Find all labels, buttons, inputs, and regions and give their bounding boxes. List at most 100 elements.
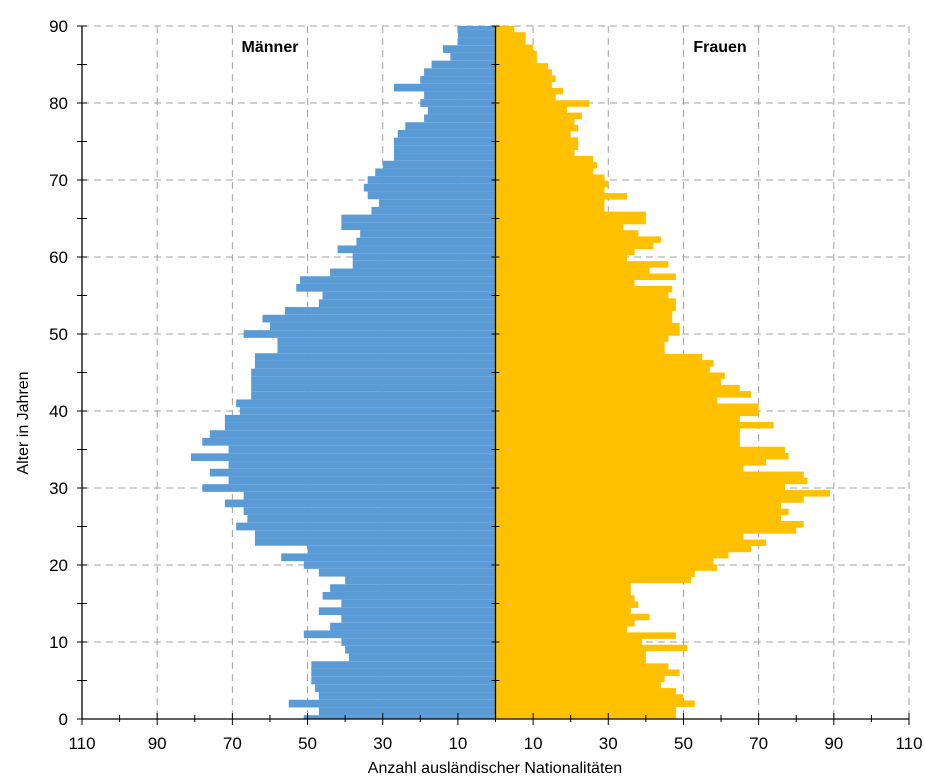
bar-women bbox=[495, 712, 676, 720]
bar-men bbox=[330, 584, 496, 592]
bar-women bbox=[495, 168, 594, 175]
bar-men bbox=[322, 591, 496, 600]
bar-women bbox=[495, 372, 725, 379]
bar-men bbox=[394, 145, 496, 154]
bar-women bbox=[495, 261, 669, 268]
bar-men bbox=[318, 692, 496, 700]
bar-men bbox=[367, 191, 496, 200]
bar-men bbox=[277, 337, 496, 346]
legend-label-men: Männer bbox=[242, 39, 299, 56]
bar-men bbox=[224, 422, 496, 431]
bar-men bbox=[303, 715, 496, 719]
bars-women bbox=[495, 26, 831, 720]
bar-women bbox=[495, 496, 804, 503]
bar-men bbox=[315, 684, 496, 693]
bar-women bbox=[495, 174, 605, 181]
bar-women bbox=[495, 193, 628, 200]
bar-men bbox=[424, 91, 496, 100]
bar-women bbox=[495, 112, 582, 120]
bar-women bbox=[495, 570, 695, 577]
bar-women bbox=[495, 582, 631, 590]
bar-women bbox=[495, 483, 785, 491]
bar-men bbox=[284, 307, 496, 315]
bar-men bbox=[341, 599, 496, 608]
bar-women bbox=[495, 94, 556, 101]
bar-men bbox=[442, 45, 496, 53]
x-tick-label: 50 bbox=[674, 734, 693, 753]
bar-women bbox=[495, 558, 714, 565]
bar-women bbox=[495, 527, 797, 534]
bar-women bbox=[495, 205, 605, 212]
x-tick-label: 90 bbox=[824, 734, 843, 753]
bar-men bbox=[397, 129, 496, 138]
bar-men bbox=[318, 299, 496, 308]
bar-women bbox=[495, 545, 752, 553]
bar-women bbox=[495, 211, 646, 219]
bar-women bbox=[495, 589, 631, 596]
bar-men bbox=[303, 630, 496, 639]
bar-women bbox=[495, 490, 831, 497]
bar-women bbox=[495, 279, 635, 287]
bar-women bbox=[495, 323, 680, 330]
bar-women bbox=[495, 397, 718, 404]
bar-women bbox=[495, 242, 654, 250]
bar-men bbox=[202, 484, 496, 492]
bar-women bbox=[495, 56, 537, 64]
bar-women bbox=[495, 69, 552, 76]
bar-women bbox=[495, 502, 782, 509]
y-tick-label: 0 bbox=[59, 710, 68, 729]
bar-men bbox=[228, 461, 496, 469]
bar-men bbox=[254, 353, 496, 361]
x-tick-label: 50 bbox=[298, 734, 317, 753]
bar-men bbox=[367, 176, 496, 184]
bar-women bbox=[495, 688, 676, 695]
bar-women bbox=[495, 118, 575, 126]
x-axis-title: Anzahl ausländischer Nationalitäten bbox=[368, 760, 622, 777]
bar-men bbox=[405, 122, 496, 130]
bar-women bbox=[495, 310, 673, 318]
bar-women bbox=[495, 681, 661, 689]
bar-women bbox=[495, 273, 676, 280]
bar-women bbox=[495, 632, 676, 639]
bar-men bbox=[352, 253, 496, 261]
bar-women bbox=[495, 329, 680, 336]
bar-women bbox=[495, 32, 526, 39]
bar-women bbox=[495, 551, 729, 559]
bar-men bbox=[318, 568, 496, 577]
bar-men bbox=[341, 615, 496, 623]
bar-men bbox=[341, 638, 496, 646]
y-tick-label: 70 bbox=[49, 171, 68, 190]
bar-women bbox=[495, 366, 710, 373]
bar-men bbox=[311, 676, 496, 685]
bar-men bbox=[424, 114, 496, 123]
bar-women bbox=[495, 335, 669, 342]
bar-women bbox=[495, 378, 722, 386]
bar-women bbox=[495, 607, 631, 615]
bar-women bbox=[495, 50, 537, 58]
bar-women bbox=[495, 236, 661, 243]
x-tick-label: 110 bbox=[68, 734, 95, 753]
bar-men bbox=[307, 545, 496, 554]
bar-women bbox=[495, 446, 785, 454]
y-tick-label: 40 bbox=[49, 402, 68, 421]
bar-men bbox=[209, 430, 496, 438]
bar-women bbox=[495, 298, 676, 305]
y-tick-labels: 0 10 20 30 40 50 60 70 80 90 bbox=[49, 17, 68, 729]
bar-women bbox=[495, 217, 646, 225]
bar-women bbox=[495, 125, 579, 132]
bar-women bbox=[495, 434, 740, 441]
bar-women bbox=[495, 620, 635, 627]
bar-women bbox=[495, 254, 628, 262]
bar-men bbox=[251, 391, 496, 400]
y-tick-label: 50 bbox=[49, 325, 68, 344]
bar-men bbox=[394, 83, 496, 92]
x-tick-label: 30 bbox=[373, 734, 392, 753]
bar-men bbox=[224, 499, 496, 508]
legend-label-women: Frauen bbox=[693, 39, 746, 56]
bar-men bbox=[450, 52, 496, 61]
x-tick-label: 10 bbox=[524, 734, 543, 753]
bar-women bbox=[495, 44, 534, 52]
bar-women bbox=[495, 341, 665, 349]
bar-men bbox=[254, 360, 496, 369]
bar-men bbox=[224, 414, 496, 423]
